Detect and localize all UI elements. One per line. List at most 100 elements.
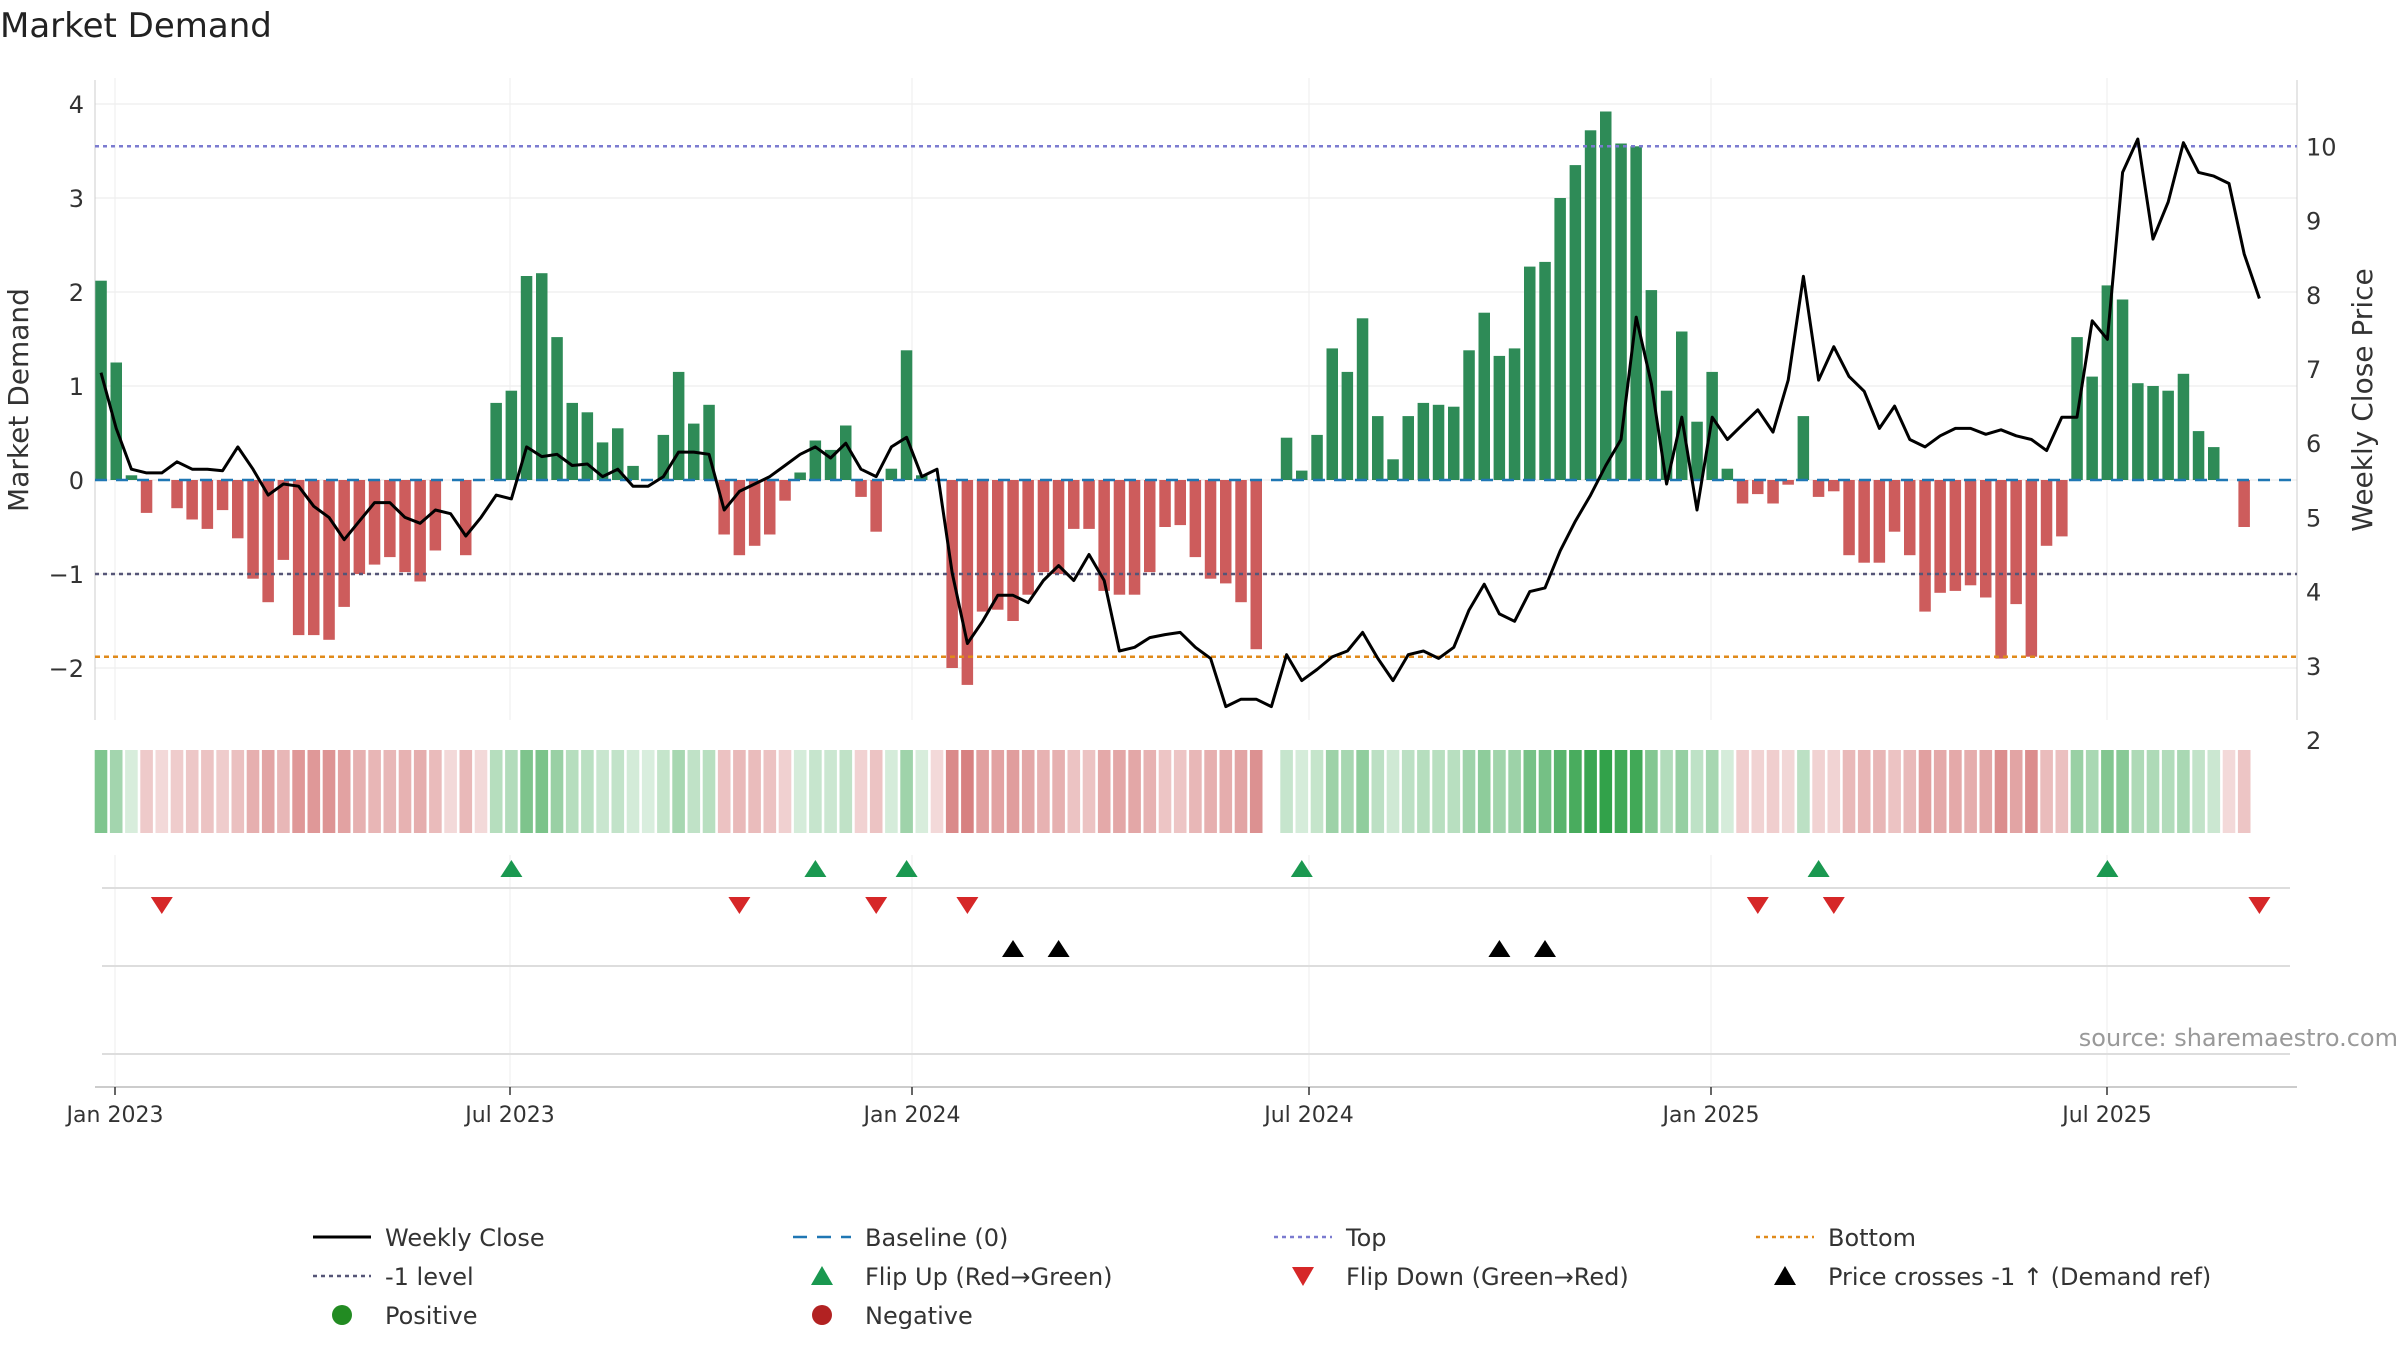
demand-bar-positive [1630,146,1642,481]
heat-cell [687,750,701,833]
heat-cell [1903,750,1917,833]
demand-bar-positive [1493,355,1506,480]
demand-bar-negative [961,480,974,685]
flip-down-marker [865,897,888,914]
demand-bar-positive [1554,198,1566,480]
price-cross-markers [102,940,2290,1055]
demand-bar-negative [1888,480,1901,532]
demand-bar-positive [1326,348,1338,480]
y-right-tick-label: 4 [2306,579,2321,607]
demand-bar-negative [216,480,229,511]
demand-bar-positive [490,402,502,480]
demand-bar-positive [2132,383,2144,480]
heat-cell [976,750,989,833]
demand-bar-negative [1159,480,1171,527]
demand-bar-negative [779,480,791,501]
heat-cell [550,750,564,833]
demand-bar-negative [1828,480,1840,492]
heat-cell [1842,750,1856,833]
heat-cell [1827,750,1841,833]
heat-cell [869,750,883,833]
heat-cell [2146,750,2160,833]
heat-cell [733,750,746,833]
demand-bar-positive [1524,266,1536,480]
heat-cell [565,750,579,833]
demand-bar-negative [1113,480,1126,595]
demand-bar-positive [505,390,518,480]
y-left-tick-label: −1 [49,561,84,589]
demand-bar-positive [1508,348,1521,480]
demand-bar-positive [1296,470,1308,480]
demand-bar-positive [95,280,107,480]
demand-bar-negative [429,480,442,551]
demand-bar-negative [399,480,411,573]
demand-bar-positive [1691,421,1703,480]
heat-cell [2085,750,2099,833]
demand-bar-positive [1615,143,1627,480]
heat-cell [2161,750,2175,833]
heat-cell [1933,750,1947,833]
demand-bar-negative [2056,480,2068,537]
heat-cell [1873,750,1886,833]
heat-cell [961,750,974,833]
heat-cell [535,750,549,833]
heat-cell [1432,750,1445,833]
heat-cell [1645,750,1658,833]
y-right-axis: 10 9 8 7 6 5 4 3 2 [2306,133,2337,755]
price-cross-marker [1488,940,1511,957]
heat-cell [2192,750,2205,833]
heat-cell [429,750,442,833]
heat-cell [444,750,457,833]
heat-cell [383,750,397,833]
demand-bar-negative [1934,480,1946,593]
y-right-tick-label: 8 [2306,282,2321,310]
heat-cell [1477,750,1491,833]
demand-bar-negative [1873,480,1886,563]
heat-cell [641,750,655,833]
heat-cell [839,750,853,833]
heat-cell [2070,750,2084,833]
y-right-tick-label: 10 [2306,133,2337,161]
demand-bar-positive [1432,404,1445,480]
heat-cell [474,750,488,833]
heat-cell [231,750,245,833]
heat-cell [1614,750,1628,833]
demand-bar-negative [277,480,290,560]
demand-bar-negative [201,480,214,529]
heat-cell [1021,750,1035,833]
demand-bar-negative [2010,480,2022,605]
heat-cell [201,750,214,833]
heat-cell [1493,750,1506,833]
heat-cell [793,750,807,833]
heat-cell [216,750,229,833]
demand-bar-negative [1022,480,1034,595]
heat-cell [1812,750,1825,833]
heat-cell [1584,750,1597,833]
heat-cell [854,750,868,833]
heat-cell [337,750,351,833]
flip-down-marker [956,897,979,914]
demand-bar-negative [1782,480,1794,485]
demand-bar-negative [748,480,761,546]
heat-cell [2207,750,2221,833]
demand-bar-positive [1417,402,1430,480]
demand-bar-positive [2177,373,2190,480]
heat-cell [1158,750,1172,833]
heat-cell [1797,750,1810,833]
flip-up-marker [2096,860,2119,877]
demand-bar-positive [2147,386,2159,480]
heat-strip [94,750,2251,833]
demand-bar-negative [976,480,989,612]
heat-cell [413,750,427,833]
demand-bar-negative [262,480,274,603]
heat-cell [1508,750,1521,833]
y-left-tick-label: −2 [49,655,84,683]
legend-label: -1 level [385,1263,474,1291]
demand-bar-positive [110,362,122,480]
demand-bar-negative [1812,480,1825,497]
heat-cell [1356,750,1369,833]
heat-cell [140,750,153,833]
heat-cell [1538,750,1552,833]
heat-cell [307,750,321,833]
demand-bar-positive [1463,350,1475,480]
